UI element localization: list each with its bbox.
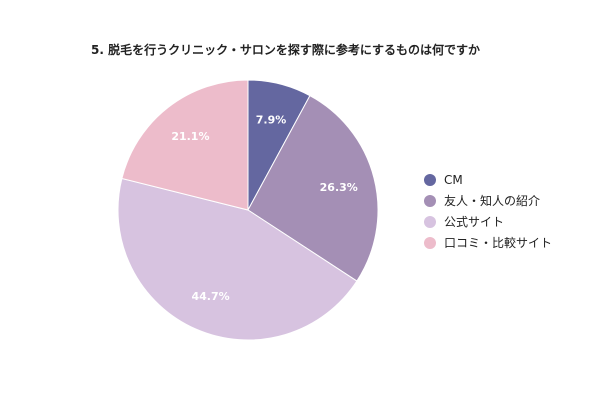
legend: CM 友人・知人の紹介 公式サイト口コミ・比較サイト — [424, 169, 552, 253]
pie-slice — [247, 95, 379, 282]
legend-label: 口コミ・比較サイト — [444, 236, 553, 250]
legend-marker-icon — [424, 194, 436, 207]
pie-slice — [121, 79, 249, 211]
legend-marker-icon — [424, 173, 436, 186]
pie-slice — [117, 177, 358, 341]
chart-title: 5. 脱毛を行うクリニック・サロンを探す際に参考にするものは何ですか — [91, 43, 480, 57]
legend-marker-icon — [424, 215, 436, 228]
legend-item: CM — [424, 169, 552, 190]
legend-label: CM — [444, 172, 463, 187]
legend-item: 友人・知人の紹介 — [424, 190, 552, 211]
legend-marker-icon — [424, 236, 436, 249]
slice-value-label: 44.7% — [191, 290, 229, 303]
legend-label: 友人・知人の紹介 — [444, 194, 541, 208]
slice-value-label: 26.3% — [320, 181, 358, 194]
legend-item: 公式サイト — [424, 211, 552, 232]
legend-label: 公式サイト — [444, 215, 505, 229]
slice-value-label: 21.1% — [171, 130, 209, 143]
legend-item: 口コミ・比較サイト — [424, 232, 552, 253]
slice-value-label: 7.9% — [256, 113, 287, 126]
